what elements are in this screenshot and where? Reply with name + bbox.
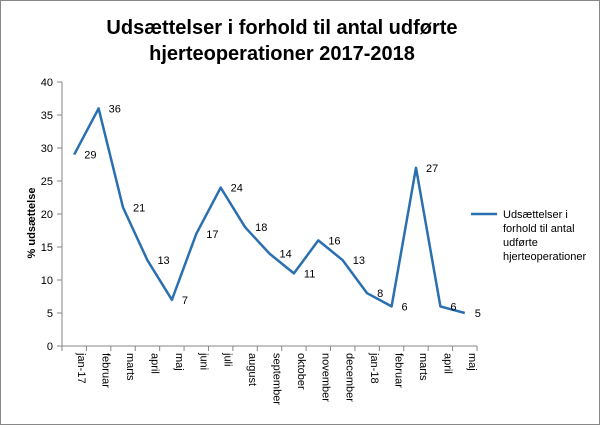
data-label: 14 [280,249,292,261]
x-tick-label: oktober [295,353,307,390]
data-label: 21 [133,202,145,214]
data-label: 27 [426,163,438,175]
data-label: 18 [255,222,267,234]
data-label: 6 [402,301,408,313]
x-tick-label: jan-18 [368,352,380,384]
x-tick-label: marts [417,353,429,381]
data-label: 7 [182,295,188,307]
x-tick-label: februar [393,353,405,388]
y-tick-label: 35 [41,110,53,122]
y-tick-label: 25 [41,176,53,188]
axes [61,82,477,347]
x-tick-label: august [246,353,258,386]
data-label: 29 [84,150,96,162]
y-axis-ticks: 0 5 10 15 20 25 30 35 40 [41,77,62,353]
legend-label: forhold til antal [503,223,575,235]
x-tick-label: juli [222,352,234,366]
data-label: 16 [328,235,340,247]
legend-label: hjerteoperationer [503,251,587,263]
y-axis-label: % udsættelse [26,188,38,259]
x-tick-label: maj [173,353,185,371]
y-tick-label: 10 [41,275,53,287]
x-tick-label: marts [124,353,136,381]
legend-label: udførte [503,237,538,249]
x-tick-label: juni [197,352,209,370]
data-label: 13 [157,255,169,267]
data-label: 11 [304,268,315,280]
x-tick-label: september [271,353,283,405]
x-tick-label: april [148,353,160,374]
legend: Udsættelser i forhold til antal udførte hje… [471,209,587,263]
y-tick-label: 5 [47,308,53,320]
chart-title-line-1: Udsættelser i forhold til antal udførte [106,17,457,39]
series-layer [73,107,466,315]
x-tick-label: november [319,353,331,402]
data-labels: 29 36 21 13 7 17 24 18 14 11 16 13 8 6 27 6 5 [84,103,481,320]
y-tick-label: 40 [41,77,53,89]
data-label: 13 [353,255,365,267]
y-tick-label: 30 [41,143,53,155]
data-label: 17 [206,229,218,241]
y-tick-label: 20 [41,209,53,221]
x-tick-label: februar [100,353,112,388]
x-tick-label: december [344,353,356,402]
data-label: 8 [377,288,383,300]
x-tick-label: april [441,353,453,374]
data-label: 5 [475,308,481,320]
data-label: 6 [450,301,456,313]
legend-label: Udsættelser i [503,209,568,221]
chart-title-line-2: hjerteoperationer 2017-2018 [149,43,415,65]
x-tick-label: maj [466,353,478,371]
data-label: 36 [109,103,121,115]
data-label: 24 [231,183,243,195]
y-tick-label: 0 [47,341,53,353]
x-axis-ticks: jan-17 februar marts april maj juni juli august… [61,346,478,405]
x-tick-label: jan-17 [75,352,87,384]
y-tick-label: 15 [41,242,53,254]
